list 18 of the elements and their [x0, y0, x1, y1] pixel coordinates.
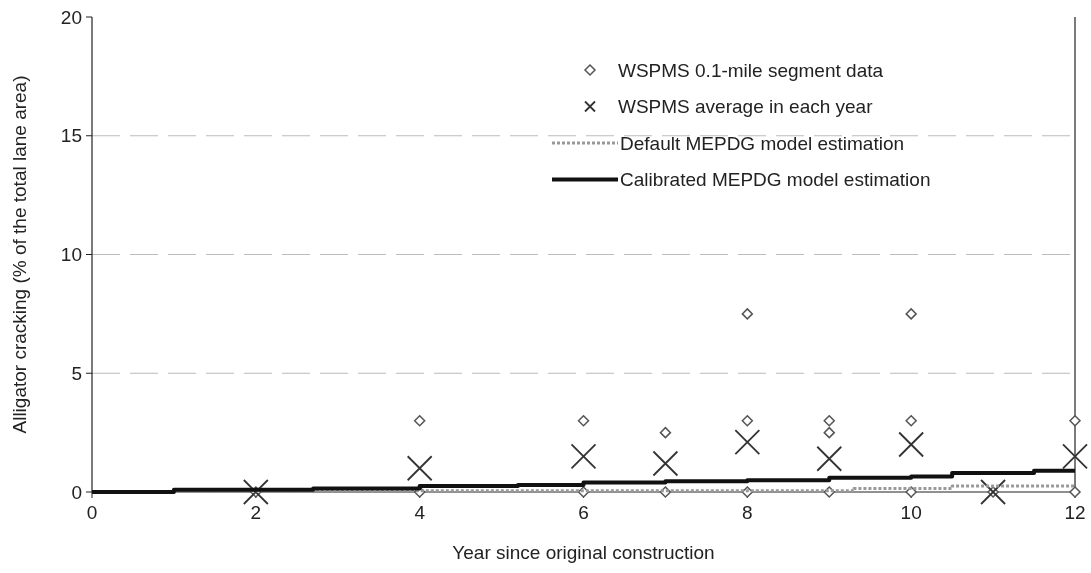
- y-tick-label: 15: [60, 125, 82, 147]
- y-tick-label: 10: [60, 244, 82, 266]
- x-tick-label: 12: [1064, 502, 1086, 523]
- x-axis-title: Year since original construction: [452, 542, 715, 563]
- y-tick-label: 5: [71, 362, 82, 384]
- legend-label: Default MEPDG model estimation: [620, 132, 905, 154]
- y-tick-label: 20: [60, 6, 82, 28]
- x-tick-label: 2: [250, 502, 262, 523]
- x-tick-label: 6: [578, 502, 589, 523]
- legend-label: Calibrated MEPDG model estimation: [620, 169, 931, 191]
- legend-label: WSPMS 0.1-mile segment data: [618, 59, 884, 81]
- y-tick-label: 0: [71, 481, 82, 503]
- y-axis-title: Alligator cracking (% of the total lane area): [9, 75, 30, 434]
- legend-label: WSPMS average in each year: [618, 96, 874, 118]
- x-tick-label: 4: [414, 502, 426, 523]
- x-tick-label: 8: [742, 502, 753, 523]
- x-tick-label: 10: [900, 502, 922, 523]
- x-tick-label: 0: [86, 502, 98, 523]
